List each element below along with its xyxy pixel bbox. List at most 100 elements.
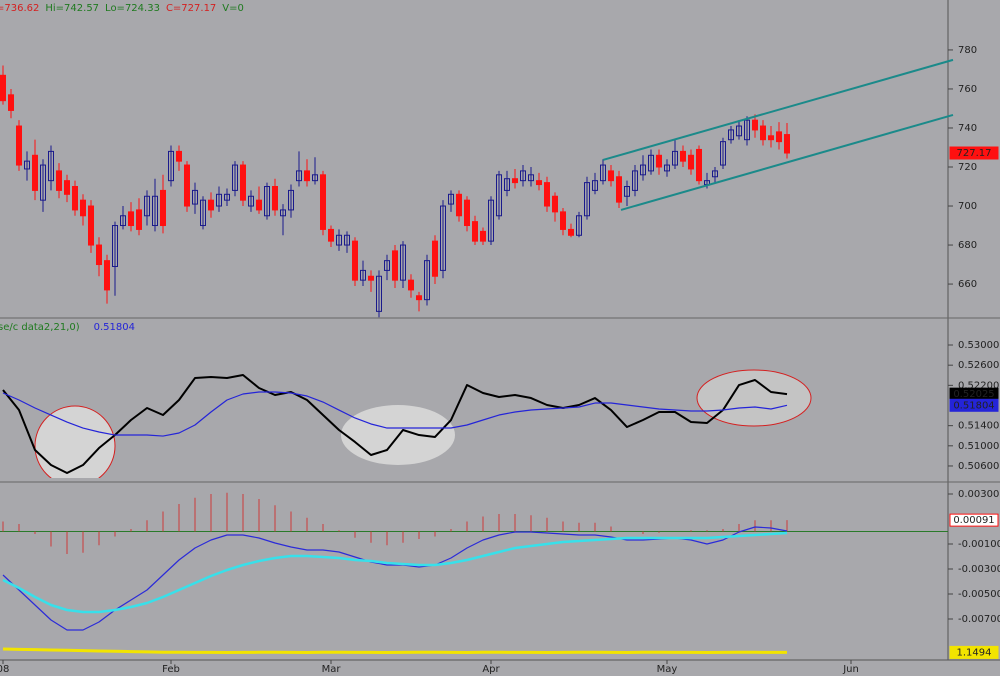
candle-body bbox=[400, 244, 406, 281]
candle-body bbox=[176, 150, 182, 162]
series-line bbox=[2, 391, 788, 437]
candle-body bbox=[136, 209, 142, 230]
candle-body bbox=[40, 164, 46, 201]
series-line bbox=[2, 374, 788, 475]
candle-body bbox=[648, 154, 654, 172]
candle-body bbox=[776, 131, 782, 143]
y-tick-label: 0.50600 bbox=[958, 461, 999, 472]
y-tick-label: 720 bbox=[958, 162, 977, 173]
candle-body bbox=[352, 240, 358, 281]
candle-body bbox=[32, 154, 38, 191]
candle-body bbox=[128, 211, 134, 227]
candle-body bbox=[576, 215, 582, 236]
candle-body bbox=[376, 275, 382, 312]
candle-body bbox=[328, 228, 334, 242]
candle-body bbox=[88, 205, 94, 246]
candle-body bbox=[120, 215, 126, 227]
y-tick-label: 0.51400 bbox=[958, 421, 999, 432]
candle-body bbox=[320, 174, 326, 230]
candle-body bbox=[8, 94, 14, 111]
candle-body bbox=[192, 189, 198, 205]
candle-body bbox=[208, 199, 214, 211]
candle-body bbox=[464, 199, 470, 227]
candle-body bbox=[640, 164, 646, 176]
candle-body bbox=[712, 170, 718, 178]
candle-body bbox=[216, 193, 222, 207]
candle-body bbox=[560, 211, 566, 230]
y-tick-label: 0.52200 bbox=[958, 380, 999, 391]
candle-body bbox=[304, 170, 310, 182]
candle-body bbox=[568, 228, 574, 236]
candle-body bbox=[736, 125, 742, 137]
candle-body bbox=[344, 234, 350, 246]
value-box bbox=[949, 146, 999, 160]
y-tick-label: 700 bbox=[958, 201, 977, 212]
y-tick-label: 760 bbox=[958, 84, 977, 95]
candle-body bbox=[520, 170, 526, 182]
y-tick-label: 0.52600 bbox=[958, 360, 999, 371]
x-tick-label: Mar bbox=[322, 664, 342, 675]
candle-body bbox=[288, 189, 294, 211]
candle-body bbox=[184, 164, 190, 207]
channel-line bbox=[602, 58, 954, 161]
candle-body bbox=[768, 135, 774, 141]
ohlc-header: =736.62 Hi=742.57 Lo=724.33 C=727.17 V=0 bbox=[0, 3, 244, 14]
candle-body bbox=[680, 150, 686, 162]
highlight-ellipse bbox=[696, 369, 812, 427]
candle-body bbox=[272, 186, 278, 211]
candle-body bbox=[720, 141, 726, 166]
candle-body bbox=[64, 180, 70, 195]
candle-body bbox=[104, 260, 110, 291]
candle-body bbox=[80, 199, 86, 217]
candle-body bbox=[688, 154, 694, 170]
candle-body bbox=[48, 150, 54, 182]
candle-body bbox=[488, 199, 494, 242]
candle-body bbox=[0, 74, 6, 102]
x-tick-label: Apr bbox=[482, 664, 500, 675]
candle-body bbox=[312, 174, 318, 182]
candle-body bbox=[624, 186, 630, 197]
candle-body bbox=[56, 170, 62, 191]
candle-body bbox=[496, 174, 502, 217]
x-tick-label: Feb bbox=[162, 664, 180, 675]
candle-body bbox=[16, 125, 22, 166]
candle-body bbox=[72, 186, 78, 211]
candle-body bbox=[744, 119, 750, 141]
value-box-label: 1.1494 bbox=[957, 647, 992, 658]
candle-body bbox=[200, 199, 206, 227]
candle-body bbox=[416, 295, 422, 301]
y-tick-label: 0.51000 bbox=[958, 441, 999, 452]
candle-body bbox=[752, 119, 758, 131]
candle-body bbox=[552, 195, 558, 213]
candle-body bbox=[536, 180, 542, 186]
candle-body bbox=[784, 134, 790, 154]
value-box bbox=[949, 645, 999, 659]
value-box bbox=[949, 398, 999, 412]
candle-body bbox=[656, 154, 662, 168]
candle-body bbox=[240, 164, 246, 201]
candle-body bbox=[368, 275, 374, 281]
header-item: V=0 bbox=[222, 3, 244, 14]
value-box-label: 727.17 bbox=[957, 148, 992, 159]
candle-body bbox=[392, 250, 398, 281]
header-item: C=727.17 bbox=[166, 3, 216, 14]
panel-title-text: se/c data2,21,0) bbox=[0, 322, 80, 333]
series-line bbox=[2, 647, 787, 654]
candle-body bbox=[696, 148, 702, 182]
candle-body bbox=[264, 186, 270, 217]
candle-body bbox=[112, 225, 118, 267]
x-tick-label: 08 bbox=[0, 664, 9, 675]
candle-body bbox=[472, 221, 478, 242]
candle-body bbox=[152, 195, 158, 227]
y-tick-label: 0.53000 bbox=[958, 340, 999, 351]
y-tick-label: 780 bbox=[958, 45, 977, 56]
y-tick-label: -0.00300 bbox=[958, 564, 1000, 575]
header-item: Hi=742.57 bbox=[45, 3, 99, 14]
candle-body bbox=[512, 178, 518, 184]
y-tick-label: -0.00500 bbox=[958, 589, 1000, 600]
candle-body bbox=[616, 176, 622, 203]
candle-body bbox=[448, 193, 454, 205]
candle-body bbox=[24, 160, 30, 170]
candle-body bbox=[336, 234, 342, 246]
